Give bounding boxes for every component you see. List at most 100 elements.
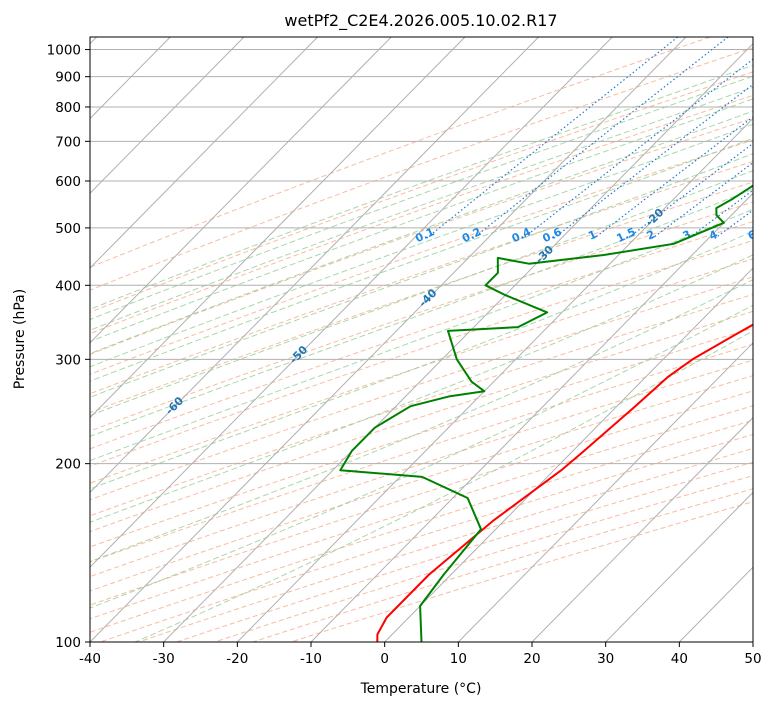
- isotherm-line: [531, 416, 753, 642]
- x-tick-label: 20: [523, 651, 540, 667]
- isotherm-line: [605, 491, 753, 642]
- dry-adiabat: [290, 501, 753, 642]
- x-tick-label: 0: [380, 651, 389, 667]
- isotherm-line: [90, 37, 687, 642]
- mixing-ratio-line: [651, 161, 753, 239]
- dry-adiabat: [90, 37, 711, 268]
- mixing-ratio-label: 2: [645, 228, 657, 243]
- isotherm-line: [236, 117, 753, 642]
- isotherm-line: [90, 37, 245, 194]
- moist-adiabat: [90, 188, 753, 437]
- dry-adiabat: [90, 419, 753, 633]
- mixing-ratio-line: [688, 189, 753, 239]
- isotherm-line: [90, 37, 392, 344]
- dry-adiabat: [252, 488, 753, 642]
- dry-adiabat: [90, 327, 753, 548]
- y-tick-label: 800: [55, 100, 81, 116]
- y-tick-label: 400: [55, 278, 81, 294]
- isotherms: [90, 37, 753, 642]
- dry-adiabat: [90, 201, 753, 432]
- dry-adiabat: [90, 343, 753, 563]
- moist-adiabat: [90, 279, 753, 563]
- y-tick-label: 600: [55, 174, 81, 190]
- isotherm-line: [310, 192, 753, 642]
- dewpoint-line: [339, 184, 753, 642]
- moist-adiabat: [90, 137, 753, 382]
- x-tick-label: 40: [671, 651, 688, 667]
- moist-adiabats: [90, 64, 753, 642]
- mixing-ratio-line: [553, 83, 753, 239]
- isotherm-line: [163, 42, 753, 642]
- moist-adiabat: [90, 75, 753, 321]
- isotherm-line: [90, 37, 318, 269]
- x-axis-label: Temperature (°C): [360, 681, 482, 697]
- x-tick-label: -40: [79, 651, 101, 667]
- y-tick-label: 200: [55, 457, 81, 473]
- y-tick-label: 900: [55, 70, 81, 86]
- mixing-ratio-label: 1: [586, 228, 598, 243]
- y-axis: 100 200 300 400 500 600 700 800 900 1000: [47, 43, 90, 651]
- mixing-ratio-line: [426, 37, 679, 239]
- isotherm-line: [90, 37, 539, 494]
- dry-adiabat: [100, 433, 753, 642]
- mixing-ratio-lines: [426, 37, 775, 239]
- x-tick-label: 30: [597, 651, 614, 667]
- dry-adiabat: [90, 375, 753, 592]
- temperature-line: [376, 323, 753, 642]
- x-axis: -40 -30 -20 -10 0 10 20 30 40 50: [79, 642, 762, 667]
- moist-adiabat: [134, 330, 753, 642]
- y-axis-label: Pressure (hPa): [12, 289, 28, 389]
- dry-adiabat: [90, 71, 753, 313]
- moist-adiabat: [90, 123, 753, 368]
- dry-adiabat: [90, 258, 753, 484]
- moist-adiabat: [90, 254, 753, 523]
- moist-adiabat: [90, 64, 753, 310]
- mixing-ratio-line: [593, 116, 753, 239]
- isotherm-line: [384, 267, 753, 642]
- dry-adiabat: [90, 221, 753, 450]
- mixing-ratio-label: 6: [746, 228, 759, 243]
- moist-adiabat: [90, 153, 753, 398]
- dry-adiabats: [90, 37, 753, 642]
- dry-adiabat: [214, 475, 753, 642]
- x-tick-label: -30: [153, 651, 175, 667]
- x-tick-label: -10: [300, 651, 322, 667]
- isotherm-line: [457, 342, 753, 642]
- moist-adiabat: [90, 110, 753, 355]
- dry-adiabat: [90, 390, 753, 606]
- dry-adiabat: [90, 47, 753, 291]
- dry-adiabat: [90, 405, 753, 620]
- y-tick-label: 300: [55, 352, 81, 368]
- dry-adiabat: [90, 117, 753, 355]
- y-tick-label: 100: [55, 635, 81, 651]
- dry-adiabat: [90, 94, 753, 335]
- isotherm-line: [90, 37, 466, 419]
- isotherm-label: -10: [749, 173, 772, 196]
- moist-adiabat: [90, 170, 753, 417]
- isotherm-line: [752, 641, 753, 642]
- isotherm-line: [90, 37, 613, 568]
- plot-frame: [89, 36, 754, 643]
- x-tick-label: -20: [226, 651, 248, 667]
- moist-adiabat: [90, 208, 753, 462]
- y-tick-label: 500: [55, 221, 81, 237]
- dry-adiabat: [176, 461, 753, 642]
- mixing-ratio-line: [522, 58, 753, 239]
- y-tick-label: 700: [55, 134, 81, 150]
- x-tick-label: 10: [450, 651, 467, 667]
- isobars: [90, 49, 753, 642]
- y-tick-label: 1000: [47, 43, 81, 59]
- mixing-ratio-line: [472, 37, 729, 239]
- chart-title: wetPf2_C2E4.2026.005.10.02.R17: [284, 11, 557, 31]
- plot-background: -100-90-80-70-60-50-40-30-20-10010203040…: [90, 37, 775, 642]
- x-tick-label: 50: [744, 651, 761, 667]
- mixing-ratio-line: [754, 37, 775, 238]
- mixing-ratio-line: [714, 209, 753, 239]
- dry-adiabat: [90, 181, 753, 414]
- dry-adiabat: [90, 160, 753, 395]
- dry-adiabat: [90, 359, 753, 578]
- moist-adiabat: [90, 86, 753, 331]
- sounding-series: [339, 184, 753, 642]
